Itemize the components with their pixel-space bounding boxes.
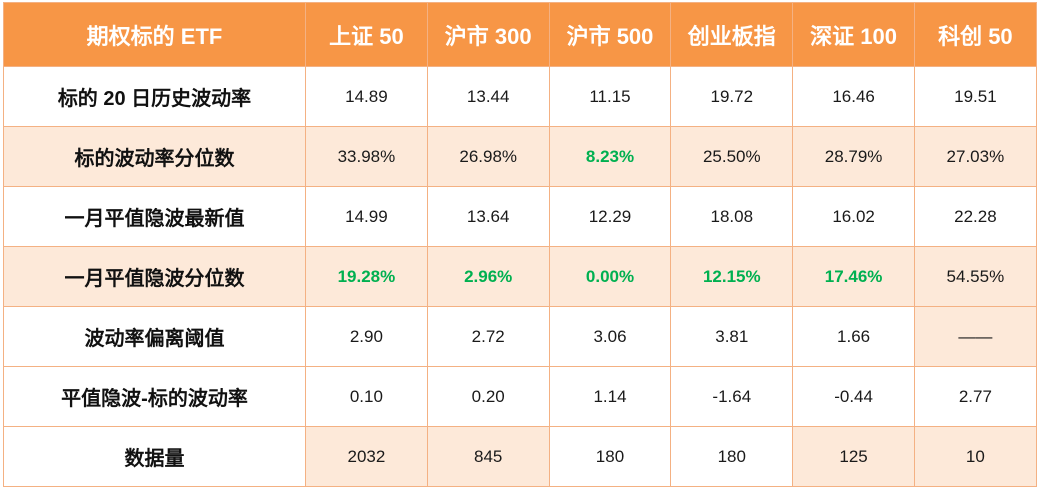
table-cell-highlight: 17.46% <box>792 246 915 307</box>
header-sz100: 深证 100 <box>792 2 915 67</box>
row-label: 波动率偏离阈值 <box>3 306 306 367</box>
table-cell: 180 <box>548 426 672 487</box>
table-cell: 845 <box>426 426 550 487</box>
table-cell: 2.72 <box>426 306 550 367</box>
table-cell: 1.66 <box>792 306 915 367</box>
table-cell: 3.81 <box>670 306 794 367</box>
row-label: 平值隐波-标的波动率 <box>3 366 306 427</box>
table-cell: 33.98% <box>305 126 428 187</box>
table-cell: 2032 <box>305 426 428 487</box>
table-cell: 19.51 <box>913 66 1037 127</box>
table-cell: 19.72 <box>670 66 794 127</box>
row-label: 标的 20 日历史波动率 <box>3 66 306 127</box>
table-cell: 28.79% <box>792 126 915 187</box>
table-cell: 13.44 <box>426 66 550 127</box>
table-cell: -0.44 <box>792 366 915 427</box>
table-cell-highlight: 12.15% <box>670 246 794 307</box>
header-hs300: 沪市 300 <box>426 2 550 67</box>
table-cell: —— <box>913 306 1037 367</box>
header-hs500: 沪市 500 <box>548 2 672 67</box>
table-cell-highlight: 0.00% <box>548 246 672 307</box>
table-row: 标的波动率分位数 33.98% 26.98% 8.23% 25.50% 28.7… <box>3 126 1037 187</box>
table-cell: 18.08 <box>670 186 794 247</box>
table-row: 一月平值隐波最新值 14.99 13.64 12.29 18.08 16.02 … <box>3 186 1037 247</box>
table-header-row: 期权标的 ETF 上证 50 沪市 300 沪市 500 创业板指 深证 100… <box>3 2 1037 67</box>
table-cell: 16.46 <box>792 66 915 127</box>
table-cell: 12.29 <box>548 186 672 247</box>
row-label: 数据量 <box>3 426 306 487</box>
table-cell: 2.90 <box>305 306 428 367</box>
table-cell: 14.99 <box>305 186 428 247</box>
header-underlying-etf: 期权标的 ETF <box>3 2 306 67</box>
table-cell-highlight: 2.96% <box>426 246 550 307</box>
table-cell: 3.06 <box>548 306 672 367</box>
table-cell: 180 <box>670 426 794 487</box>
table-cell: 27.03% <box>913 126 1037 187</box>
table-cell: 25.50% <box>670 126 794 187</box>
table-cell: 26.98% <box>426 126 550 187</box>
table-row: 平值隐波-标的波动率 0.10 0.20 1.14 -1.64 -0.44 2.… <box>3 366 1037 427</box>
table-cell-highlight: 19.28% <box>305 246 428 307</box>
table-cell: 14.89 <box>305 66 428 127</box>
table-row: 数据量 2032 845 180 180 125 10 <box>3 426 1037 487</box>
header-chinext: 创业板指 <box>670 2 794 67</box>
row-label: 一月平值隐波分位数 <box>3 246 306 307</box>
table-cell: 1.14 <box>548 366 672 427</box>
table-cell: 22.28 <box>913 186 1037 247</box>
table-cell: 13.64 <box>426 186 550 247</box>
table-row: 波动率偏离阈值 2.90 2.72 3.06 3.81 1.66 —— <box>3 306 1037 367</box>
table-row: 一月平值隐波分位数 19.28% 2.96% 0.00% 12.15% 17.4… <box>3 246 1037 307</box>
table-cell: 10 <box>913 426 1037 487</box>
table-cell: 16.02 <box>792 186 915 247</box>
table-cell: 2.77 <box>913 366 1037 427</box>
header-sz50: 上证 50 <box>305 2 428 67</box>
table-cell: -1.64 <box>670 366 794 427</box>
table-row: 标的 20 日历史波动率 14.89 13.44 11.15 19.72 16.… <box>3 66 1037 127</box>
table-cell-highlight: 8.23% <box>548 126 672 187</box>
table-cell: 54.55% <box>913 246 1037 307</box>
header-star50: 科创 50 <box>913 2 1037 67</box>
etf-volatility-table: 期权标的 ETF 上证 50 沪市 300 沪市 500 创业板指 深证 100… <box>3 2 1037 487</box>
table-cell: 0.10 <box>305 366 428 427</box>
table-cell: 125 <box>792 426 915 487</box>
row-label: 标的波动率分位数 <box>3 126 306 187</box>
row-label: 一月平值隐波最新值 <box>3 186 306 247</box>
table-cell: 11.15 <box>548 66 672 127</box>
table-cell: 0.20 <box>426 366 550 427</box>
